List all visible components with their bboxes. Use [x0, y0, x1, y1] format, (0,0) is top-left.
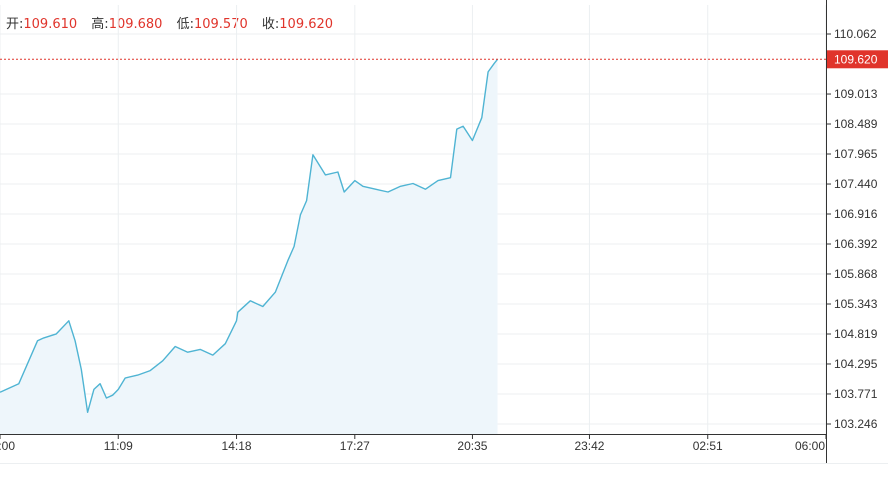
x-tick-label: 14:18 [222, 439, 252, 453]
series-area [0, 59, 498, 435]
close-label: 收: [261, 17, 280, 32]
x-tick-label: 08:00 [0, 439, 15, 453]
y-tick-label: 106.392 [834, 237, 878, 251]
low-value: 109.570 [193, 17, 248, 32]
x-tick-label: 02:51 [693, 439, 723, 453]
y-tick-label: 107.965 [834, 147, 878, 161]
high-value: 109.680 [108, 17, 163, 32]
y-tick-label: 105.343 [834, 297, 878, 311]
y-tick-label: 103.771 [834, 387, 878, 401]
y-tick-label: 106.916 [834, 207, 878, 221]
open-label: 开: [6, 17, 24, 32]
y-tick-label: 103.246 [834, 417, 878, 431]
y-tick-label: 108.489 [834, 117, 878, 131]
current-price-tag [827, 50, 888, 69]
ohlc-readout: 开:109.610 高:109.680 低:109.570 收:109.620 [6, 13, 343, 32]
x-tick-label: 11:09 [104, 439, 133, 453]
x-tick-label: 20:35 [457, 439, 487, 453]
y-tick-label: 110.062 [834, 27, 877, 41]
y-tick-label: 109.013 [834, 87, 878, 101]
x-tick-label: 17:27 [340, 439, 370, 453]
current-price-label: 109.620 [834, 52, 878, 66]
y-tick-label: 104.295 [834, 357, 878, 371]
series-line [0, 58, 499, 413]
high-label: 高: [91, 17, 109, 32]
open-value: 109.610 [23, 17, 78, 32]
y-tick-label: 105.868 [834, 267, 878, 281]
y-tick-label: 104.819 [834, 327, 878, 341]
low-label: 低: [176, 17, 194, 32]
y-tick-label: 107.440 [834, 177, 878, 191]
x-tick-label: 23:42 [574, 439, 604, 453]
close-value: 109.620 [279, 17, 334, 32]
x-tick-label: 06:00 [795, 439, 825, 453]
